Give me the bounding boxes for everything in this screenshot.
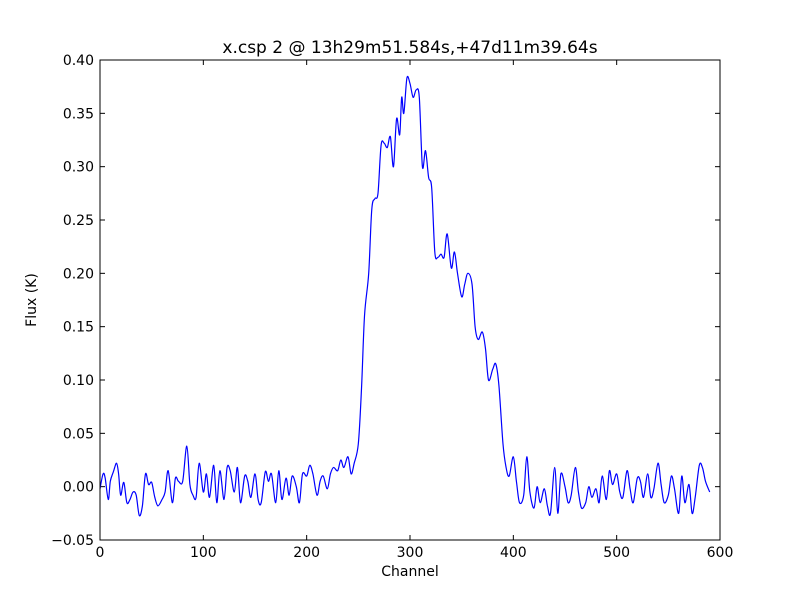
series-line: [99, 75, 711, 517]
x-axis-ticks: 0 100 200 300 400 500 600: [96, 60, 734, 561]
x-tick-label: 500: [603, 545, 630, 561]
plot-frame: [99, 59, 721, 541]
y-axis-ticks: −0.05 0.00 0.05 0.10 0.15 0.20 0.25 0.30 0.35 0.4…: [51, 53, 720, 549]
y-tick-label: 0.30: [63, 160, 94, 176]
y-tick-label: −0.05: [51, 533, 94, 549]
y-tick-label: 0.35: [63, 106, 94, 122]
chart-title: x.csp 2 @ 13h29m51.584s,+47d11m39.64s: [222, 38, 597, 58]
y-tick-label: 0.40: [63, 53, 94, 69]
plot-area: [100, 60, 720, 540]
y-tick-label: 0.20: [63, 266, 94, 282]
x-axis-label: Channel: [381, 564, 438, 580]
x-tick-label: 300: [397, 545, 424, 561]
x-tick-label: 0: [96, 545, 105, 561]
y-tick-label: 0.15: [63, 320, 94, 336]
x-tick-label: 200: [293, 545, 320, 561]
x-tick-label: 100: [190, 545, 217, 561]
y-tick-label: 0.00: [63, 480, 94, 496]
y-tick-label: 0.25: [63, 213, 94, 229]
x-tick-label: 600: [707, 545, 734, 561]
y-tick-label: 0.10: [63, 373, 94, 389]
x-tick-label: 400: [500, 545, 527, 561]
y-axis-label: Flux (K): [24, 273, 40, 327]
y-tick-label: 0.05: [63, 426, 94, 442]
